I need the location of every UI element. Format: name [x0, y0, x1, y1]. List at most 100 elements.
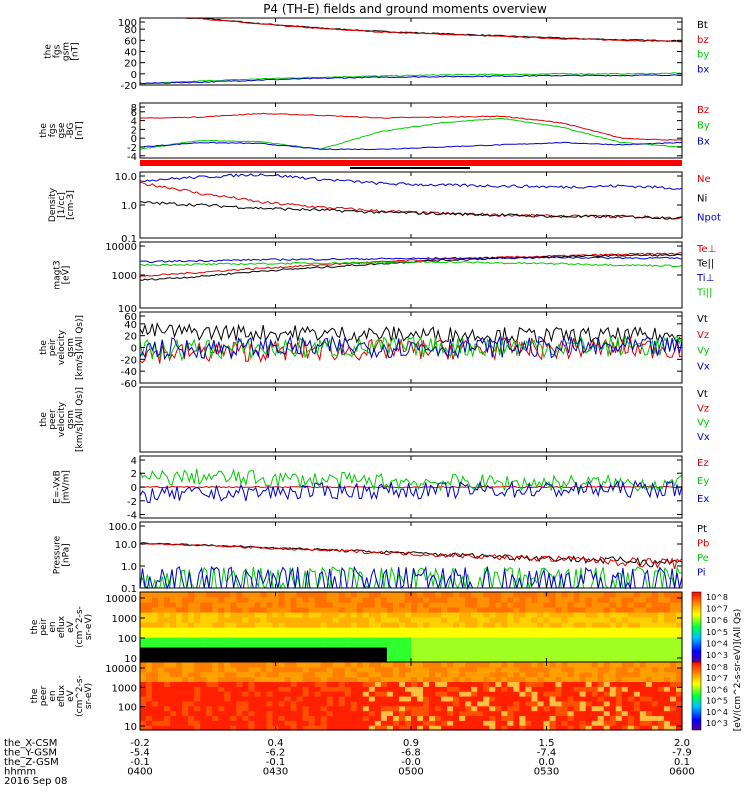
- y-tick-label-peir_velocity: -40: [121, 367, 137, 378]
- y-tick-label-peir_eflux: 10000: [105, 594, 137, 605]
- legend-label-density: Ni: [697, 193, 707, 204]
- series-line-temperature-2: [140, 256, 683, 263]
- y-axis-label-pressure: Pressure: [53, 535, 63, 574]
- y-tick-label-peir_velocity: -20: [121, 355, 137, 366]
- y-tick-label-e_field: 4: [131, 456, 137, 467]
- footer-tick-label: 0.0: [539, 757, 555, 768]
- y-axis-label-fgs_gse_dc: the: [39, 123, 49, 138]
- y-tick-label-fgs_gsm: 100: [118, 18, 137, 29]
- series-line-peir_velocity-0: [139, 321, 683, 346]
- legend-label-temperature: Te||: [696, 259, 714, 270]
- y-axis-label-peer_eflux: en: [48, 690, 58, 701]
- colorbar-tick-label: 10^8: [706, 593, 728, 602]
- panel-peir_eflux: 10^8 10^7 10^6 10^5 10^4 10^3 10000 1000 100 10 th…: [30, 591, 728, 665]
- legend-label-temperature: Ti⊥: [696, 273, 714, 284]
- y-tick-label-e_field: -2: [127, 497, 137, 508]
- legend-label-peir_velocity: Vt: [697, 314, 708, 325]
- y-tick-label-fgs_gsm: 80: [124, 25, 137, 36]
- footer-tick-label: 0500: [398, 767, 423, 778]
- series-line-e_field-2: [139, 479, 683, 504]
- footer-row-label: 2016 Sep 08: [4, 776, 67, 787]
- y-tick-label-e_field: 2: [131, 469, 137, 480]
- y-tick-label-fgs_gse_dc: 6: [131, 108, 137, 119]
- y-tick-label-peir_velocity: 0: [131, 344, 137, 355]
- y-tick-label-peir_eflux: 100: [118, 634, 137, 645]
- y-axis-label-peer_eflux: eV: [66, 689, 76, 702]
- y-axis-label-peer_eflux: eflux: [57, 684, 67, 707]
- y-axis-label-peir_eflux: eflux: [57, 615, 67, 638]
- panel-pressure: Pt Pb Pe Pi 100.0 10.0 1.0 0.1 Pressure [nPa]: [53, 521, 709, 595]
- legend-label-pressure: Pe: [697, 553, 709, 564]
- y-tick-label-e_field: -4: [127, 511, 137, 522]
- series-line-density-1: [139, 201, 683, 220]
- colorbar-tick-label: 10^4: [706, 639, 728, 648]
- y-tick-label-peir_velocity: 60: [124, 312, 137, 323]
- y-tick-label-temperature: 100: [118, 304, 137, 315]
- y-tick-label-fgs_gse_dc: 8: [131, 103, 137, 114]
- panel-peer_eflux: 10^8 10^7 10^6 10^5 10^4 10^3 [eV/(cm^2-s-sr-e…: [30, 609, 743, 733]
- y-axis-label-e_field: E=-VxB: [53, 470, 63, 504]
- y-axis-label-fgs_gsm: fgs: [53, 44, 63, 58]
- legend-label-pressure: Pb: [697, 539, 709, 550]
- footer-tick-label: -7.9: [672, 748, 692, 759]
- colorbar-peer_eflux: [691, 661, 702, 731]
- legend-label-peer_velocity: Vx: [697, 432, 710, 443]
- y-tick-label-peer_eflux: 1000: [112, 683, 137, 694]
- series-line-temperature-3: [139, 260, 683, 267]
- series-line-pressure-1: [139, 542, 683, 570]
- legend-label-pressure: Pi: [697, 568, 706, 579]
- footer-tick-label: 0.1: [674, 757, 690, 768]
- y-axis-label-peir_velocity: peir: [48, 338, 58, 356]
- footer-tick-label: -6.2: [266, 748, 286, 759]
- y-tick-label-pressure: 10.0: [115, 540, 137, 551]
- footer-row-label: the_X-CSM: [4, 738, 57, 749]
- y-tick-label-fgs_gse_dc: 0: [131, 134, 137, 145]
- legend-label-peer_velocity: Vy: [697, 418, 710, 429]
- series-line-peir_velocity-2: [139, 334, 683, 362]
- footer-tick-label: 2.0: [674, 738, 690, 749]
- series-line-density-2: [139, 173, 683, 190]
- colorbar-peir_eflux: [691, 591, 702, 663]
- series-line-fgs_gsm-2: [139, 72, 683, 85]
- legend-label-fgs_gsm: bz: [697, 35, 709, 46]
- legend-label-e_field: Ex: [697, 494, 709, 505]
- y-tick-label-pressure: 0.1: [121, 584, 137, 595]
- spectrogram-peer_eflux: [140, 662, 683, 731]
- y-axis-label-fgs_gsm: gsm: [62, 42, 72, 61]
- y-axis-label-peir_eflux: eV: [66, 620, 76, 633]
- colorbar-tick-label: 10^5: [706, 697, 728, 706]
- colorbar-tick-label: 10^6: [706, 685, 728, 694]
- footer-tick-label: -5.4: [130, 748, 150, 759]
- y-tick-label-fgs_gsm: 20: [124, 59, 137, 70]
- y-tick-label-fgs_gsm: 40: [124, 48, 137, 59]
- y-axis-label-peer_velocity: velocity: [57, 401, 67, 437]
- y-axis-label-peer_eflux: (cm^2-s-: [75, 675, 85, 717]
- y-tick-label-peir_velocity: 40: [124, 320, 137, 331]
- y-axis-label-peir_velocity: gsm: [66, 338, 76, 357]
- y-tick-label-peer_eflux: 10: [124, 722, 137, 733]
- footer-tick-label: -6.8: [401, 748, 421, 759]
- series-line-density-0: [139, 181, 683, 220]
- legend-label-peer_velocity: Vz: [697, 403, 709, 414]
- colorbar-tick-label: 10^3: [706, 651, 728, 660]
- y-axis-label-peer_eflux: sr-eV): [84, 683, 94, 709]
- y-tick-label-peir_eflux: 10: [124, 654, 137, 665]
- footer-tick-label: -0.1: [266, 757, 286, 768]
- quality-flag-bar: [140, 160, 682, 166]
- y-axis-label-peer_eflux: the: [30, 688, 40, 703]
- y-tick-label-peir_velocity: 20: [124, 332, 137, 343]
- y-axis-label-density: [1/cc]: [57, 192, 67, 218]
- y-axis-label-peir_eflux: the: [30, 619, 40, 634]
- y-tick-label-fgs_gsm: 60: [124, 36, 137, 47]
- legend-label-fgs_gsm: Bt: [697, 20, 708, 31]
- colorbar-tick-label: 10^5: [706, 628, 728, 637]
- legend-label-peer_velocity: Vt: [697, 389, 708, 400]
- y-axis-label-temperature: magt3: [53, 260, 63, 289]
- y-axis-label-fgs_gsm: the: [44, 44, 54, 59]
- y-tick-label-pressure: 1.0: [121, 562, 137, 573]
- legend-label-density: Ne: [697, 174, 711, 185]
